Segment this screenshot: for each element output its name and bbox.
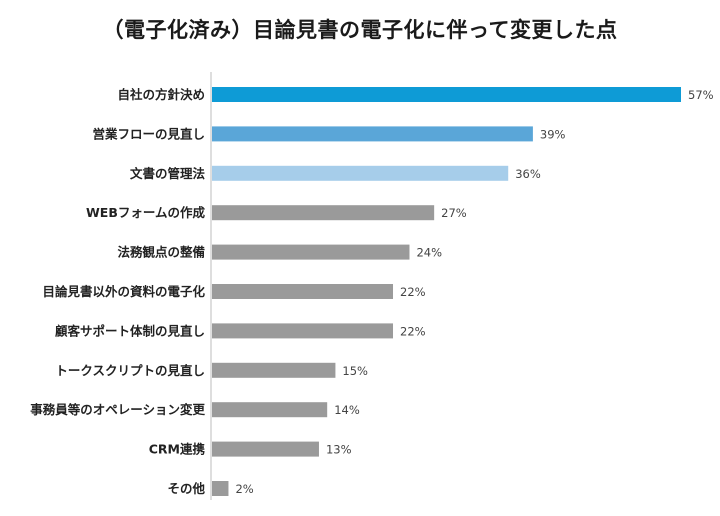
category-label: トークスクリプトの見直し (55, 363, 205, 378)
value-label: 14% (334, 403, 360, 417)
bar (212, 402, 328, 418)
bar (212, 244, 410, 260)
value-label: 39% (540, 127, 566, 141)
bar (212, 126, 533, 142)
value-label: 15% (342, 364, 368, 378)
value-label: 22% (400, 324, 426, 338)
category-label: 法務観点の整備 (117, 245, 205, 260)
category-label: WEBフォームの作成 (86, 205, 205, 220)
bar (212, 284, 394, 299)
bar (212, 205, 435, 221)
bar (212, 165, 509, 181)
value-label: 2% (235, 482, 253, 496)
category-label: 自社の方針決め (117, 87, 205, 102)
value-label: 27% (441, 206, 467, 220)
bar (212, 323, 394, 339)
category-label: その他 (167, 481, 205, 496)
category-label: 顧客サポート体制の見直し (55, 323, 205, 338)
bar (212, 362, 336, 378)
category-label: 目論見書以外の資料の電子化 (42, 284, 205, 299)
value-label: 36% (515, 167, 541, 181)
value-label: 13% (326, 443, 352, 457)
bar (212, 87, 681, 102)
value-label: 22% (400, 285, 426, 299)
value-label: 57% (688, 88, 714, 102)
value-label: 24% (416, 246, 442, 260)
bar (212, 481, 229, 496)
category-label: 文書の管理法 (130, 166, 206, 181)
category-label: 営業フローの見直し (92, 126, 205, 141)
category-label: 事務員等のオペレーション変更 (30, 402, 205, 417)
chart-title: （電子化済み）目論見書の電子化に伴って変更した点 (102, 18, 618, 42)
bar (212, 441, 319, 457)
category-label: CRM連携 (149, 442, 206, 457)
